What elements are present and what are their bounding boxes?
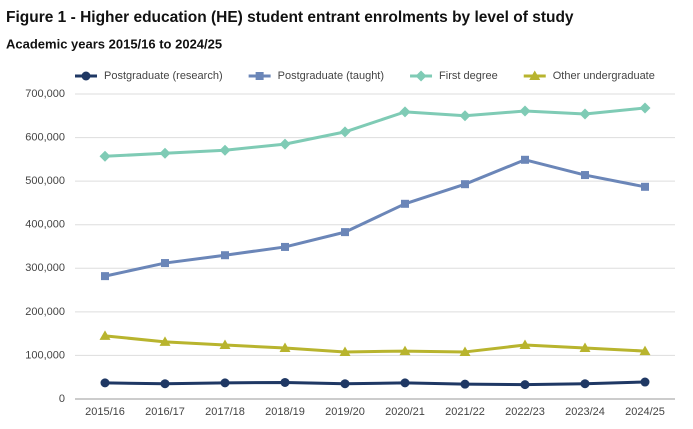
y-tick-label: 200,000	[25, 306, 65, 318]
y-tick-label: 700,000	[25, 88, 65, 100]
marker	[399, 106, 411, 118]
marker	[459, 346, 471, 356]
x-tick-label: 2018/19	[265, 406, 305, 418]
legend-label: Postgraduate (taught)	[278, 70, 384, 82]
series-line	[104, 158, 646, 278]
marker	[640, 377, 650, 387]
marker	[279, 138, 291, 150]
chart-subtitle: Academic years 2015/16 to 2024/25	[6, 36, 222, 51]
marker	[279, 342, 291, 353]
marker	[519, 105, 531, 117]
x-tick-label: 2024/25	[625, 406, 665, 418]
marker	[255, 72, 264, 80]
marker	[415, 70, 427, 82]
x-tick-label: 2015/16	[85, 406, 125, 418]
series-line	[104, 380, 646, 387]
marker	[99, 330, 111, 340]
x-tick-label: 2019/20	[325, 406, 365, 418]
marker	[101, 272, 109, 281]
marker	[460, 379, 470, 389]
marker	[521, 155, 529, 164]
marker	[529, 70, 541, 80]
y-tick-label: 0	[59, 393, 65, 405]
legend-label: First degree	[439, 70, 498, 82]
marker	[639, 102, 651, 114]
marker	[340, 379, 350, 389]
marker	[581, 171, 589, 180]
y-tick-label: 100,000	[25, 349, 65, 361]
marker	[221, 251, 229, 260]
marker	[220, 378, 230, 388]
x-tick-label: 2023/24	[565, 406, 605, 418]
marker	[280, 377, 290, 387]
marker	[459, 110, 471, 122]
y-tick-label: 600,000	[25, 131, 65, 143]
marker	[520, 380, 530, 390]
marker	[219, 144, 231, 156]
marker	[641, 182, 649, 191]
marker	[99, 150, 111, 162]
marker	[160, 379, 170, 389]
marker	[580, 379, 590, 389]
x-tick-label: 2021/22	[445, 406, 485, 418]
marker	[339, 126, 351, 138]
marker	[81, 71, 91, 81]
marker	[159, 147, 171, 159]
series-line	[104, 334, 646, 354]
x-tick-label: 2022/23	[505, 406, 545, 418]
marker	[161, 259, 169, 268]
marker	[579, 108, 591, 120]
y-tick-label: 400,000	[25, 219, 65, 231]
marker	[339, 346, 351, 356]
y-tick-label: 300,000	[25, 262, 65, 274]
marker	[400, 378, 410, 388]
marker	[519, 339, 531, 349]
marker	[281, 242, 289, 251]
marker	[341, 228, 349, 237]
x-tick-label: 2020/21	[385, 406, 425, 418]
x-tick-label: 2016/17	[145, 406, 185, 418]
marker	[579, 342, 591, 353]
marker	[461, 180, 469, 189]
marker	[159, 336, 171, 346]
series-line	[104, 106, 646, 158]
marker	[639, 345, 651, 356]
legend-label: Other undergraduate	[553, 70, 655, 82]
legend-label: Postgraduate (research)	[104, 70, 223, 82]
marker	[100, 378, 110, 388]
chart-title: Figure 1 - Higher education (HE) student…	[6, 9, 574, 26]
marker	[401, 199, 409, 208]
marker	[219, 339, 231, 349]
y-tick-label: 500,000	[25, 175, 65, 187]
marker	[399, 345, 411, 356]
x-tick-label: 2017/18	[205, 406, 245, 418]
